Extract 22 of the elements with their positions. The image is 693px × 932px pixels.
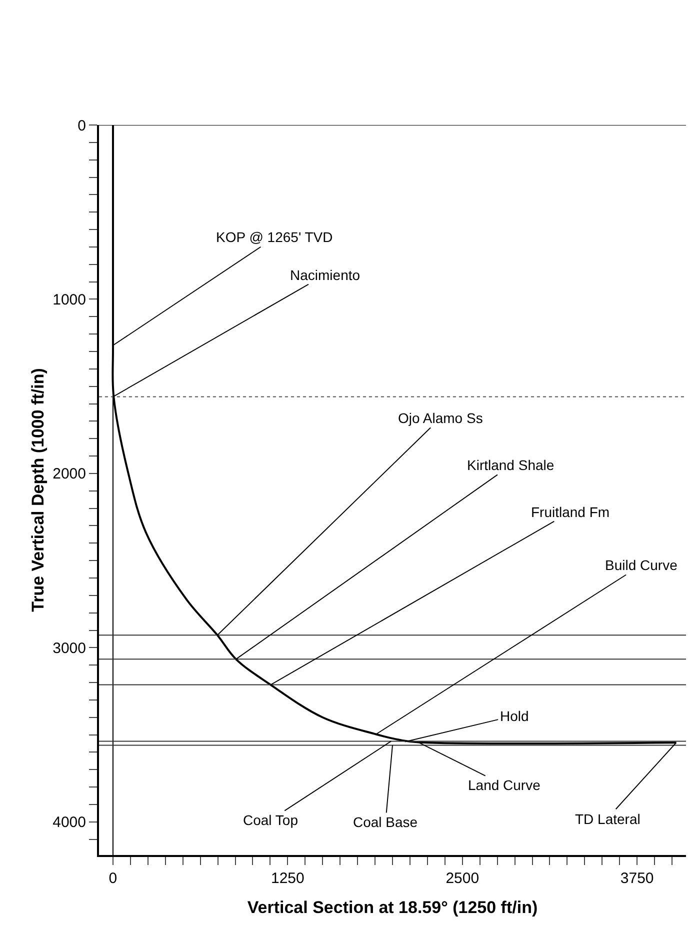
x-tick-label: 1250	[270, 870, 304, 887]
y-tick-label: 2000	[52, 466, 86, 483]
annotation: Build Curve	[605, 557, 678, 573]
annotation: Kirtland Shale	[467, 457, 554, 473]
annotation: KOP @ 1265' TVD	[216, 229, 333, 245]
annotation: Nacimiento	[290, 267, 360, 283]
y-axis-title: True Vertical Depth (1000 ft/in)	[28, 368, 48, 612]
annotation: Coal Top	[243, 812, 298, 828]
x-tick-label: 0	[108, 870, 118, 887]
y-tick-label: 0	[78, 117, 86, 134]
x-axis-title: Vertical Section at 18.59° (1250 ft/in)	[247, 898, 538, 917]
annotation: Fruitland Fm	[531, 504, 610, 520]
y-tick-label: 4000	[52, 814, 86, 832]
annotation: Land Curve	[468, 777, 541, 793]
annotation: Ojo Alamo Ss	[398, 410, 483, 426]
x-tick-label: 2500	[446, 870, 480, 887]
y-tick-label: 3000	[52, 640, 86, 657]
y-tick-label: 1000	[52, 291, 86, 308]
annotation: TD Lateral	[575, 811, 640, 827]
annotation: Coal Base	[353, 814, 418, 830]
annotation: Hold	[500, 708, 529, 724]
x-tick-label: 3750	[620, 870, 654, 887]
